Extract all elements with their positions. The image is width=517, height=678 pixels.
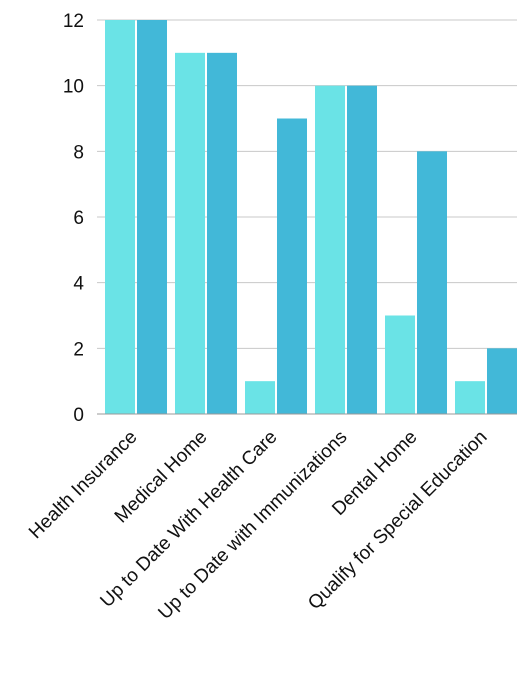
bar-series-2 bbox=[207, 52, 237, 414]
y-tick-label: 2 bbox=[73, 339, 84, 360]
bar-series-2 bbox=[277, 118, 307, 414]
bar-layer bbox=[105, 20, 517, 415]
y-tick-label: 4 bbox=[73, 274, 84, 295]
bar-series-1 bbox=[455, 381, 485, 414]
bar-series-2 bbox=[417, 151, 447, 415]
y-tick-label: 10 bbox=[63, 77, 84, 98]
bar-series-2 bbox=[487, 348, 517, 414]
bar-series-1 bbox=[245, 381, 275, 414]
bar-series-1 bbox=[385, 315, 415, 414]
bar-series-1 bbox=[105, 20, 135, 414]
y-tick-label: 12 bbox=[63, 11, 84, 32]
bar-series-1 bbox=[315, 85, 345, 415]
y-tick-label: 6 bbox=[73, 208, 84, 229]
bar-series-2 bbox=[137, 20, 167, 414]
bar-series-1 bbox=[175, 52, 205, 414]
bar-series-2 bbox=[347, 85, 377, 415]
y-tick-label: 8 bbox=[73, 142, 84, 163]
y-tick-label: 0 bbox=[73, 405, 84, 426]
